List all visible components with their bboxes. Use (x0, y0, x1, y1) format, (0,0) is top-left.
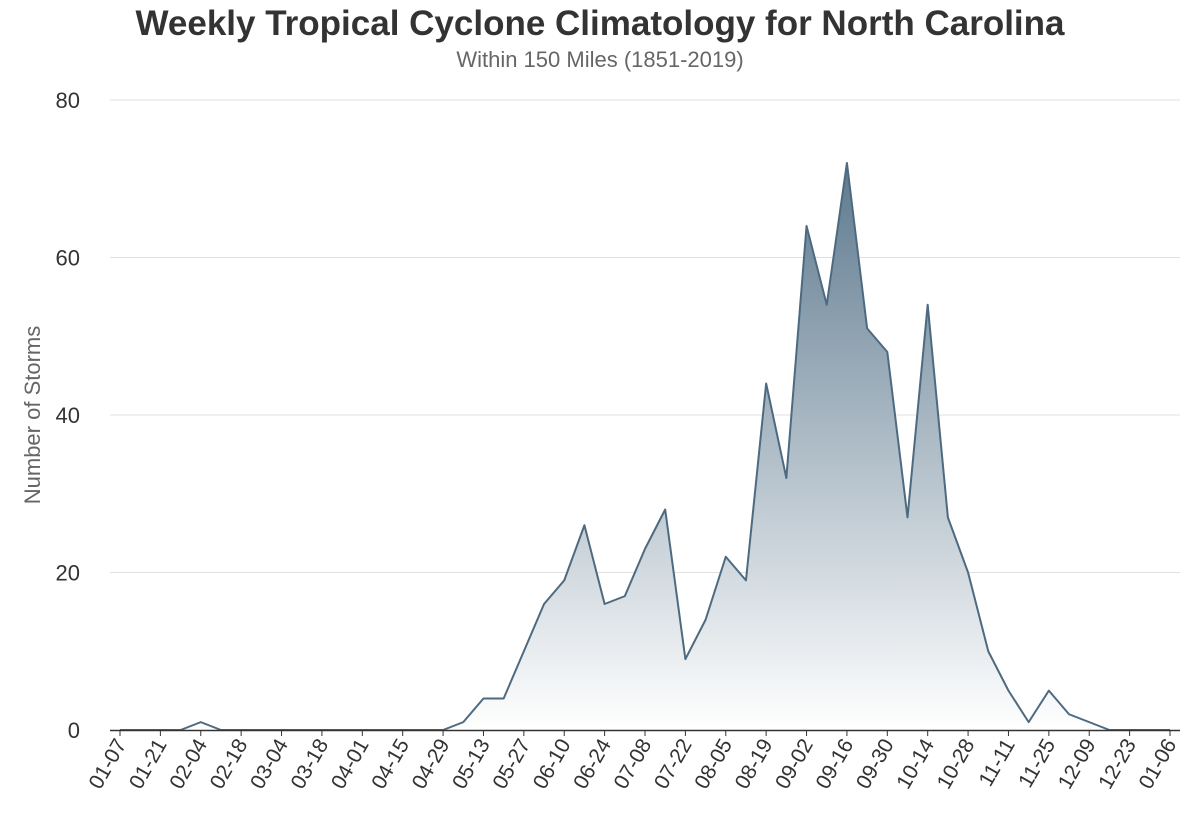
data-point-10-14 (925, 302, 931, 308)
chart-subtitle: Within 150 Miles (1851-2019) (456, 47, 744, 72)
data-point-07-29 (703, 617, 709, 623)
data-point-05-13 (480, 696, 486, 702)
data-point-09-02 (804, 223, 810, 229)
data-point-11-04 (985, 648, 991, 654)
x-tick-label: 08-19 (731, 735, 778, 793)
x-tick-label: 03-18 (286, 735, 333, 793)
x-tick-label: 02-04 (165, 735, 212, 793)
data-point-09-23 (864, 325, 870, 331)
x-tick-label: 02-18 (206, 735, 253, 793)
data-point-06-24 (602, 601, 608, 607)
data-point-05-27 (521, 648, 527, 654)
x-tick-label: 04-01 (327, 735, 374, 793)
data-point-12-09 (1086, 719, 1092, 725)
chart-title: Weekly Tropical Cyclone Climatology for … (135, 4, 1065, 43)
x-tick-label: 10-28 (933, 735, 980, 793)
area-series (120, 160, 1170, 731)
x-tick-label: 06-24 (569, 735, 616, 793)
x-tick-label: 04-29 (408, 735, 455, 793)
y-tick-labels: 0 20 40 60 80 (56, 88, 80, 743)
data-point-06-03 (541, 601, 547, 607)
x-tick-label: 07-08 (610, 735, 657, 793)
x-tick-label: 04-15 (367, 735, 414, 793)
data-point-08-19 (763, 381, 769, 387)
x-tick-label: 07-22 (650, 735, 697, 793)
y-tick-label: 40 (56, 403, 80, 428)
x-tick-label: 01-06 (1135, 735, 1182, 793)
data-point-08-05 (723, 554, 729, 560)
data-point-11-11 (1005, 688, 1011, 694)
data-point-10-21 (945, 514, 951, 520)
data-point-12-02 (1066, 711, 1072, 717)
x-tick-label: 12-23 (1094, 735, 1141, 793)
data-point-09-09 (824, 302, 830, 308)
data-point-05-06 (460, 719, 466, 725)
data-point-06-17 (581, 522, 587, 528)
data-point-07-01 (622, 593, 628, 599)
y-tick-label: 80 (56, 88, 80, 113)
x-tick-label: 11-25 (1014, 735, 1060, 792)
x-tick-label: 12-09 (1054, 735, 1101, 793)
data-point-11-18 (1026, 719, 1032, 725)
data-point-06-10 (561, 577, 567, 583)
y-axis-label: Number of Storms (20, 326, 45, 505)
data-point-08-26 (783, 475, 789, 481)
x-tick-label: 08-05 (690, 735, 737, 793)
x-tick-label: 03-04 (246, 735, 293, 793)
data-point-07-08 (642, 546, 648, 552)
data-point-10-07 (905, 514, 911, 520)
data-point-07-15 (662, 507, 668, 513)
data-point-05-20 (501, 696, 507, 702)
data-point-09-30 (884, 349, 890, 355)
x-tick-label: 01-07 (85, 735, 132, 793)
x-tick-label: 06-10 (529, 735, 576, 793)
data-point-07-22 (682, 656, 688, 662)
x-tick-label: 10-14 (892, 735, 939, 793)
x-tick-label: 11-11 (975, 735, 1020, 790)
y-tick-label: 60 (56, 246, 80, 271)
area-fill (120, 163, 1170, 730)
y-tick-label: 0 (68, 718, 80, 743)
x-tick-label: 09-16 (811, 735, 858, 793)
x-tick-label: 05-13 (448, 735, 495, 793)
x-tick-label: 09-30 (852, 735, 899, 793)
x-tick-label: 01-21 (125, 735, 172, 793)
x-tick-label: 05-27 (488, 735, 535, 793)
data-point-11-25 (1046, 688, 1052, 694)
y-tick-label: 20 (56, 561, 80, 586)
data-point-08-12 (743, 577, 749, 583)
data-point-10-28 (965, 570, 971, 576)
x-tick-labels: 01-0701-2102-0402-1803-0403-1804-0104-15… (85, 730, 1182, 793)
x-tick-label: 09-02 (771, 735, 818, 793)
grid-lines (110, 99, 1180, 573)
data-point-09-16 (844, 160, 850, 166)
data-point-02-04 (198, 719, 204, 725)
